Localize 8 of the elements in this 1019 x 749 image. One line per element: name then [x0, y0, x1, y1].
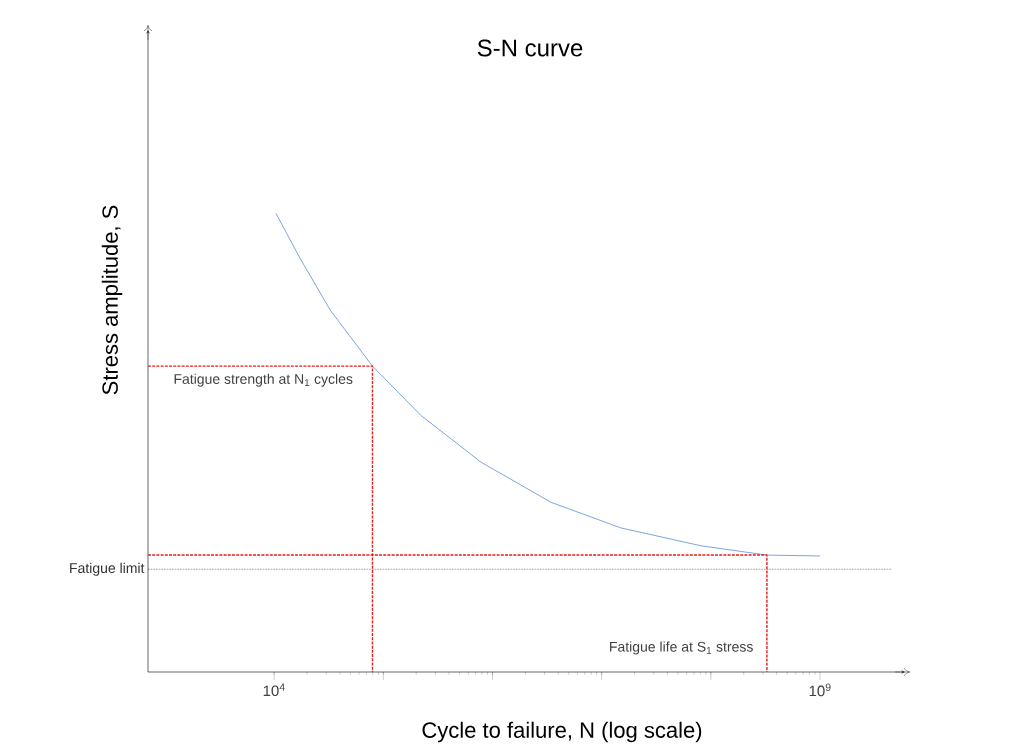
- y-axis-title: Stress amplitude, S: [101, 205, 123, 395]
- ref-line-label: Fatigue limit: [70, 562, 145, 576]
- x-axis-title: Cycle to failure, N (log scale): [422, 721, 702, 743]
- x-tick-label: 10$^{9}$: [809, 683, 831, 697]
- chart-title: S-N curve: [477, 39, 583, 57]
- annotation: Fatigue life at S$_{1}$ stress: [610, 641, 753, 655]
- annotation: Fatigue strength at N$_{1}$ cycles: [174, 373, 353, 387]
- x-tick-label: 10$^{4}$: [263, 683, 285, 697]
